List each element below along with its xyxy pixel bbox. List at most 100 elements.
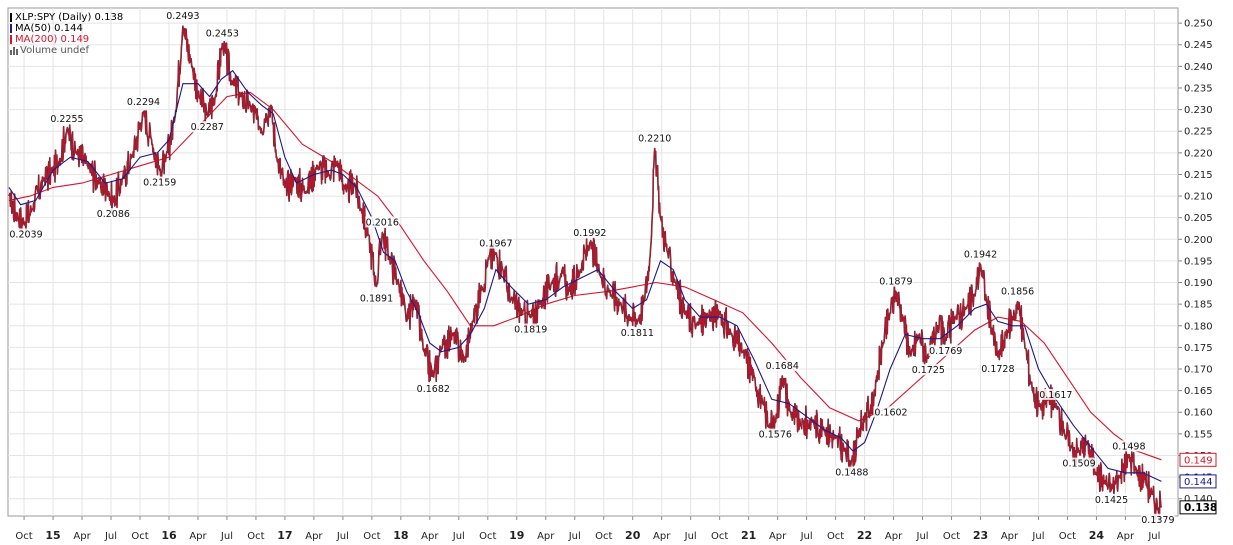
extreme-value-label: 0.2287 xyxy=(191,122,224,133)
legend-ma200-swatch xyxy=(10,35,12,44)
label-bg xyxy=(9,228,43,240)
extreme-value-label: 0.1728 xyxy=(981,364,1014,375)
label-bg xyxy=(963,248,998,260)
label-bg xyxy=(834,466,869,478)
x-tick-label: Jul xyxy=(684,531,697,542)
legend-ma50-label: MA(50) 0.144 xyxy=(15,23,83,34)
label-bg xyxy=(513,323,548,335)
label-bg xyxy=(96,208,131,220)
extreme-value-label: 0.1682 xyxy=(417,384,450,395)
legend-main: XLP:SPY (Daily) 0.138 xyxy=(10,12,123,23)
y-tick-label: 0.160 xyxy=(1184,408,1213,419)
extreme-value-label: 0.1856 xyxy=(1001,287,1034,298)
bar-chart-icon xyxy=(10,46,18,55)
y-tick-label: 0.170 xyxy=(1184,365,1213,376)
extreme-value-label: 0.1509 xyxy=(1062,459,1095,470)
extreme-value-label: 0.1488 xyxy=(835,468,868,479)
last-value-box xyxy=(1179,452,1217,467)
extreme-value-label: 0.2493 xyxy=(166,11,199,22)
x-tick-label: 21 xyxy=(741,529,756,542)
x-tick-label: Jul xyxy=(104,531,117,542)
x-tick-label: Oct xyxy=(15,531,32,542)
legend-ma50: MA(50) 0.144 xyxy=(10,23,123,34)
y-tick-label: 0.165 xyxy=(1184,386,1213,397)
label-bg xyxy=(205,27,240,39)
x-tick-label: Apr xyxy=(537,531,555,542)
extreme-value-label: 0.1942 xyxy=(964,249,997,260)
label-bg xyxy=(620,327,655,339)
label-bg xyxy=(758,428,793,440)
y-tick-label: 0.220 xyxy=(1184,148,1213,159)
label-bg xyxy=(165,10,200,22)
extreme-value-label: 0.1891 xyxy=(360,293,393,304)
extreme-value-label: 0.1725 xyxy=(912,365,945,376)
x-tick-label: 15 xyxy=(45,529,60,542)
legend-volume-label: Volume undef xyxy=(20,45,90,56)
legend: XLP:SPY (Daily) 0.138 MA(50) 0.144 MA(20… xyxy=(10,12,123,56)
extreme-value-label: 0.1992 xyxy=(573,228,606,239)
last-value-label: 0.149 xyxy=(1184,455,1213,466)
x-tick-label: Oct xyxy=(363,531,380,542)
extreme-value-label: 0.1811 xyxy=(621,328,654,339)
label-bg xyxy=(190,121,225,133)
x-tick-label: 17 xyxy=(277,529,292,542)
extreme-value-label: 0.2210 xyxy=(638,134,671,145)
label-bg xyxy=(765,359,800,371)
legend-volume: Volume undef xyxy=(10,45,123,56)
y-tick-label: 0.180 xyxy=(1184,321,1213,332)
label-bg xyxy=(142,176,177,188)
x-tick-label: 24 xyxy=(1089,529,1105,542)
extreme-value-label: 0.1879 xyxy=(879,277,912,288)
extreme-value-label: 0.1769 xyxy=(929,346,962,357)
x-tick-label: Jul xyxy=(916,531,929,542)
x-tick-label: Jul xyxy=(568,531,581,542)
label-bg xyxy=(49,113,84,125)
y-tick-label: 0.240 xyxy=(1184,62,1213,73)
peak-trough-labels: 0.2039 0.2255 0.2086 0.2294 0.2159 0.2493 0.22… xyxy=(9,10,1175,526)
x-tick-label: Oct xyxy=(711,531,728,542)
last-value-box xyxy=(1179,500,1217,515)
legend-ma200: MA(200) 0.149 xyxy=(10,34,123,45)
label-bg xyxy=(359,292,394,304)
x-tick-label: Jul xyxy=(1147,531,1160,542)
x-tick-label: Oct xyxy=(943,531,960,542)
x-tick-label: Jul xyxy=(452,531,465,542)
extreme-value-label: 0.1498 xyxy=(1112,441,1145,452)
x-tick-label: Jul xyxy=(336,531,349,542)
extreme-value-label: 0.1967 xyxy=(479,239,512,250)
x-tick-label: Oct xyxy=(1059,531,1076,542)
label-bg xyxy=(1062,457,1097,469)
last-value-boxes: 0.149 0.144 0.138 xyxy=(1179,452,1217,515)
y-tick-label: 0.185 xyxy=(1184,300,1213,311)
x-tick-label: Apr xyxy=(421,531,439,542)
label-bg xyxy=(928,345,963,357)
label-bg xyxy=(878,275,913,287)
y-tick-label: 0.155 xyxy=(1184,429,1213,440)
y-tick-label: 0.200 xyxy=(1184,235,1213,246)
y-axis: 0.1400.1450.1500.1550.1600.1650.1700.175… xyxy=(1178,19,1213,505)
x-tick-label: Apr xyxy=(1001,531,1019,542)
extreme-value-label: 0.1576 xyxy=(759,430,792,441)
label-bg xyxy=(1140,513,1175,525)
ma50-line xyxy=(8,69,1162,482)
x-tick-label: 19 xyxy=(509,529,524,542)
label-bg xyxy=(637,132,672,144)
y-tick-label: 0.230 xyxy=(1184,105,1213,116)
x-tick-label: Apr xyxy=(189,531,207,542)
series-layer xyxy=(8,25,1163,523)
y-tick-label: 0.245 xyxy=(1184,40,1213,51)
label-bg xyxy=(126,96,161,108)
y-tick-label: 0.250 xyxy=(1184,19,1213,30)
x-axis: Oct 15 Apr Jul Oct 16 Apr Jul Oct 17 Apr Jul Oct 18 Ap… xyxy=(15,516,1160,542)
extreme-value-label: 0.2086 xyxy=(97,209,130,220)
x-tick-label: Apr xyxy=(305,531,323,542)
y-tick-label: 0.225 xyxy=(1184,127,1213,138)
x-tick-label: Jul xyxy=(1031,531,1044,542)
x-tick-label: Jul xyxy=(800,531,813,542)
extreme-value-label: 0.2255 xyxy=(50,114,83,125)
last-value-label: 0.144 xyxy=(1184,477,1213,488)
label-bg xyxy=(911,364,946,376)
extreme-value-label: 0.1617 xyxy=(1039,390,1072,401)
label-bg xyxy=(1094,493,1129,505)
legend-ma200-label: MA(200) 0.149 xyxy=(15,34,90,45)
